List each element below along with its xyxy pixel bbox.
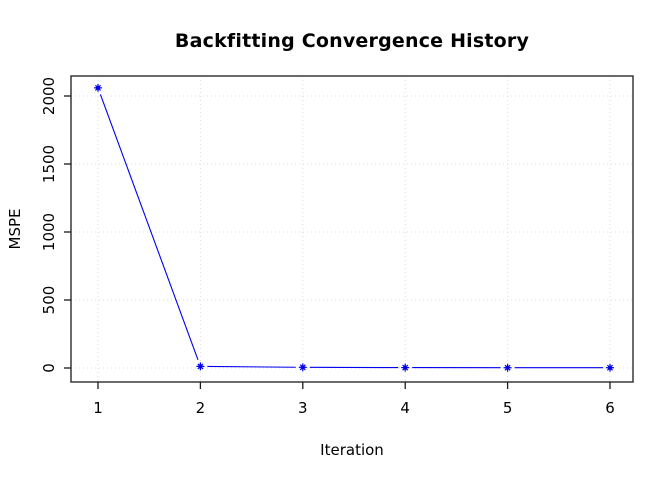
y-tick-label: 500 <box>40 286 58 315</box>
x-axis-label: Iteration <box>320 441 384 459</box>
marker-center <box>505 365 510 370</box>
y-tick-label: 2000 <box>40 77 58 115</box>
series-segment <box>99 94 199 360</box>
series-line <box>99 94 603 369</box>
data-point <box>94 83 102 92</box>
data-point <box>503 363 512 372</box>
x-tick-label: 3 <box>298 399 308 417</box>
y-tick-label: 0 <box>40 363 58 373</box>
x-tick-label: 4 <box>400 399 410 417</box>
chart-title: Backfitting Convergence History <box>174 30 530 52</box>
marker-center <box>198 364 203 369</box>
marker-center <box>607 365 613 370</box>
y-tick-label: 1000 <box>40 213 58 251</box>
x-tick-label: 1 <box>93 399 103 417</box>
series-segment <box>207 365 296 368</box>
data-point <box>298 363 307 372</box>
y-tick-label: 1500 <box>40 145 58 183</box>
y-axis-label: MSPE <box>6 208 24 250</box>
data-point <box>606 363 614 372</box>
plot-box <box>70 75 634 383</box>
x-tick-label: 5 <box>503 399 513 417</box>
x-tick-label: 2 <box>196 399 206 417</box>
marker-center <box>95 85 101 90</box>
marker-center <box>403 365 408 370</box>
x-tick-label: 6 <box>605 399 615 417</box>
data-point <box>196 362 205 371</box>
data-point <box>401 363 410 372</box>
marker-center <box>300 365 305 370</box>
